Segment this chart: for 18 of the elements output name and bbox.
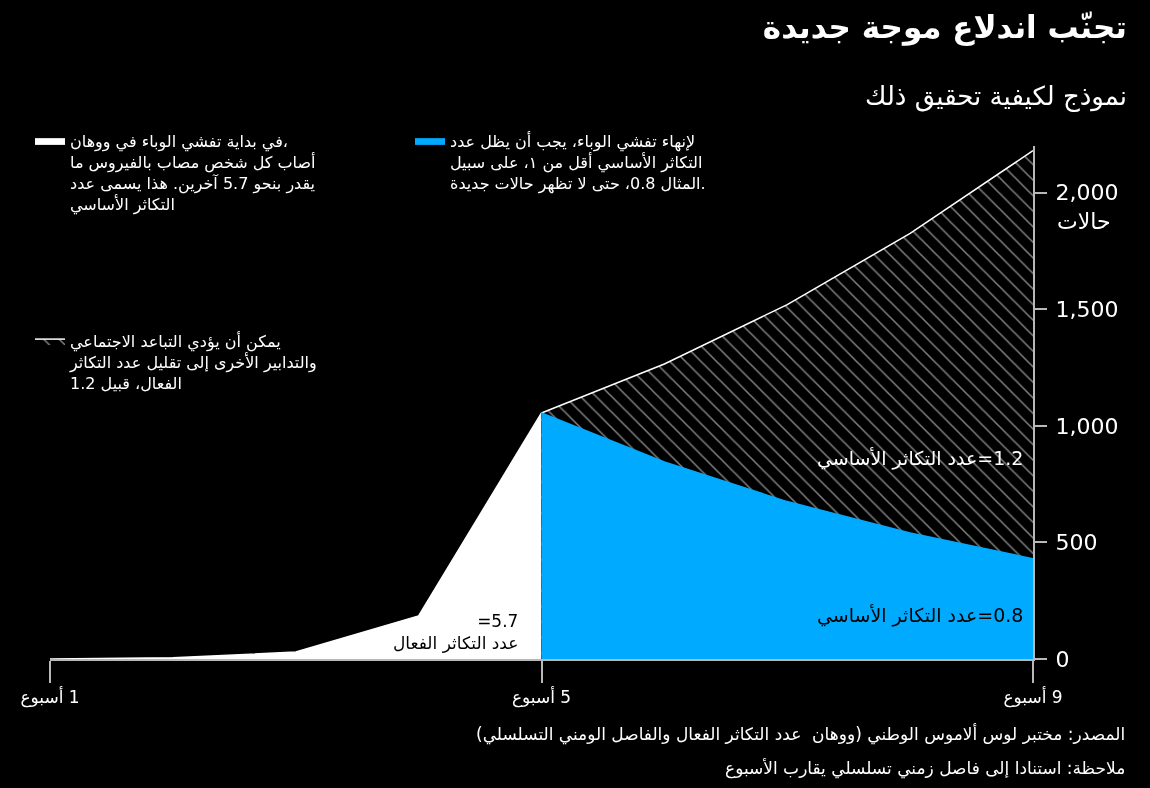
x-tick-label: 9 أسبوع xyxy=(1003,686,1063,709)
y-tick-label: 0 xyxy=(1055,646,1070,672)
y-axis-title: حالات xyxy=(1057,209,1111,234)
legend-label: في بداية تفشي الوباء في ووهان، أصاب كل شخص مصاب بالفيروس ما يقدر بنحو 5.7 آخرين. هذا يسمى عدد التكاثر الأساسي xyxy=(70,132,316,215)
text: ملاحظة: استنادا إلى فاصل زمني تسلسلي يقارب الأسبوع xyxy=(725,758,1126,779)
annotation: 1.2=عدد التكاثر الأساسي xyxy=(817,447,1024,470)
y-tick-label: 500 xyxy=(1055,530,1098,556)
x-tick-label: 5 أسبوع xyxy=(511,686,572,709)
y-tick-label: 1,000 xyxy=(1055,413,1119,439)
y-tick-label: 1,500 xyxy=(1055,296,1119,322)
chart-subtitle: نموذج لكيفية تحقيق ذلك xyxy=(864,81,1127,113)
x-tick-label: 1 أسبوع xyxy=(20,686,80,709)
legend-label: يمكن أن يؤدي التباعد الاجتماعي والتدابير الأخرى إلى تقليل عدد التكاثر الفعال، قبيل 1.2 xyxy=(69,331,317,393)
legend-label: لإنهاء تفشي الوباء، يجب أن يظل عدد التكاثر الأساسي أقل من ١، على سبيل المثال 0.8، حتى لا تظهر حالات جديدة. xyxy=(450,131,706,194)
y-tick-label: 2,000 xyxy=(1055,180,1119,206)
text: المصدر: مختبر لوس ألاموس الوطني (ووهان عدد التكاثر الفعال والفاصل الومني التسلسلي) xyxy=(476,723,1126,745)
annotation: 0.8=عدد التكاثر الأساسي xyxy=(817,604,1024,627)
chart-title: تجنّب اندلاع موجة جديدة xyxy=(762,8,1127,46)
